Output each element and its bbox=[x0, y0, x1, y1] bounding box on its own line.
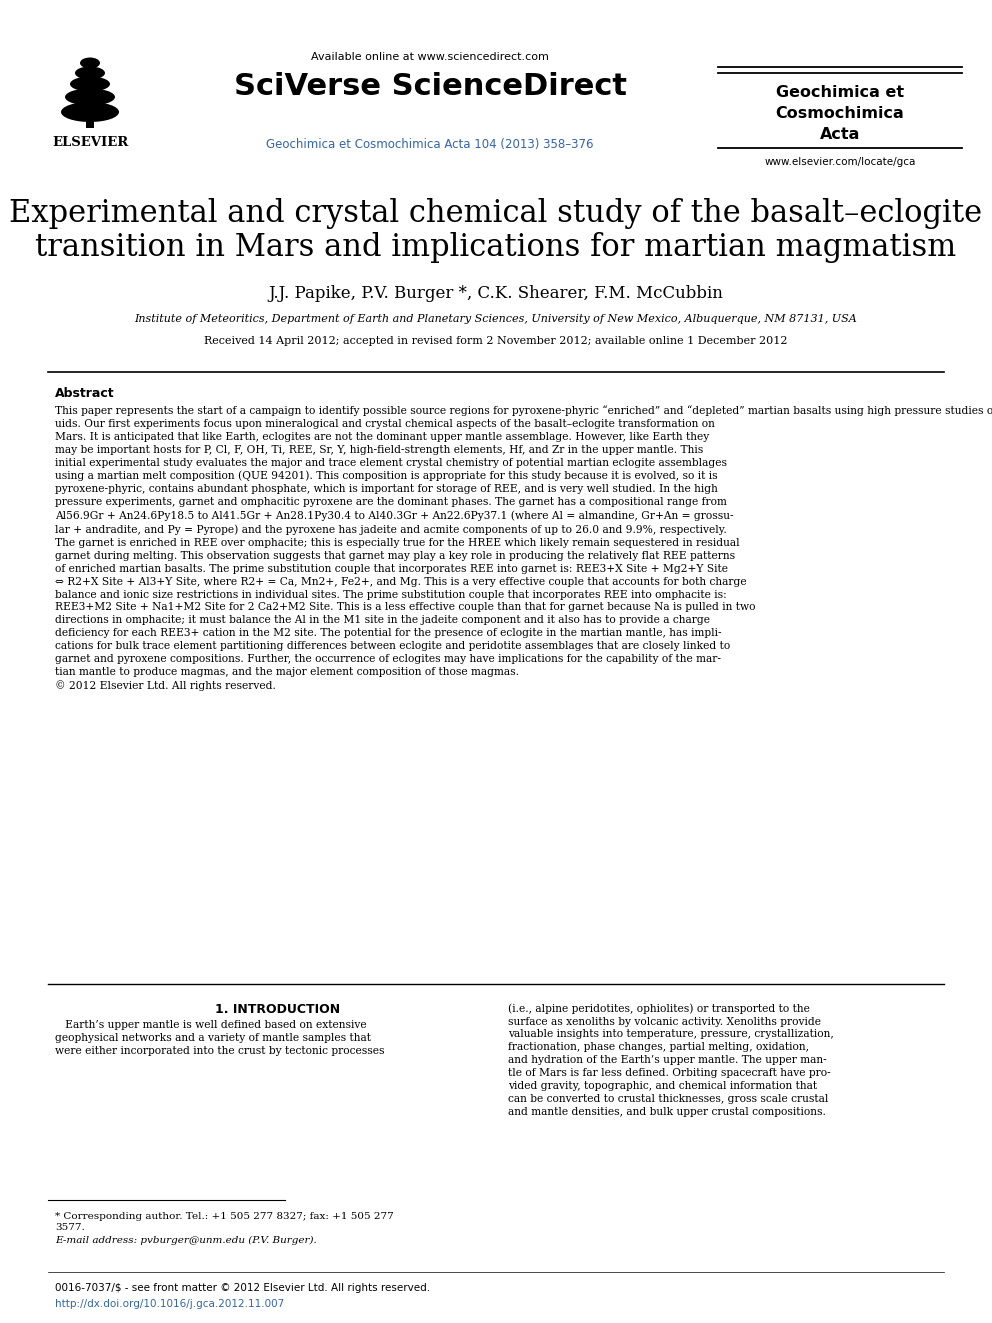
Text: Received 14 April 2012; accepted in revised form 2 November 2012; available onli: Received 14 April 2012; accepted in revi… bbox=[204, 336, 788, 347]
Text: 0016-7037/$ - see front matter © 2012 Elsevier Ltd. All rights reserved.: 0016-7037/$ - see front matter © 2012 El… bbox=[55, 1283, 431, 1293]
Text: SciVerse ScienceDirect: SciVerse ScienceDirect bbox=[233, 71, 627, 101]
Ellipse shape bbox=[61, 102, 119, 122]
Text: Geochimica et Cosmochimica Acta 104 (2013) 358–376: Geochimica et Cosmochimica Acta 104 (201… bbox=[266, 138, 594, 151]
Ellipse shape bbox=[80, 57, 100, 69]
Text: Available online at www.sciencedirect.com: Available online at www.sciencedirect.co… bbox=[311, 52, 549, 62]
Text: ELSEVIER: ELSEVIER bbox=[52, 136, 128, 149]
Text: * Corresponding author. Tel.: +1 505 277 8327; fax: +1 505 277
3577.: * Corresponding author. Tel.: +1 505 277… bbox=[55, 1212, 394, 1232]
Text: This paper represents the start of a campaign to identify possible source region: This paper represents the start of a cam… bbox=[55, 405, 992, 692]
Text: Abstract: Abstract bbox=[55, 388, 115, 400]
Ellipse shape bbox=[70, 77, 110, 91]
Text: 1. INTRODUCTION: 1. INTRODUCTION bbox=[215, 1003, 340, 1016]
Text: http://dx.doi.org/10.1016/j.gca.2012.11.007: http://dx.doi.org/10.1016/j.gca.2012.11.… bbox=[55, 1299, 285, 1308]
Ellipse shape bbox=[65, 89, 115, 106]
Text: Experimental and crystal chemical study of the basalt–eclogite: Experimental and crystal chemical study … bbox=[10, 198, 982, 229]
Text: E-mail address: pvburger@unm.edu (P.V. Burger).: E-mail address: pvburger@unm.edu (P.V. B… bbox=[55, 1236, 316, 1245]
Text: Geochimica et
Cosmochimica
Acta: Geochimica et Cosmochimica Acta bbox=[776, 85, 905, 142]
Text: www.elsevier.com/locate/gca: www.elsevier.com/locate/gca bbox=[764, 157, 916, 167]
Text: (i.e., alpine peridotites, ophiolites) or transported to the
surface as xenolith: (i.e., alpine peridotites, ophiolites) o… bbox=[508, 1003, 833, 1117]
Text: transition in Mars and implications for martian magmatism: transition in Mars and implications for … bbox=[36, 232, 956, 263]
Ellipse shape bbox=[75, 66, 105, 79]
Text: Earth’s upper mantle is well defined based on extensive
geophysical networks and: Earth’s upper mantle is well defined bas… bbox=[55, 1020, 385, 1056]
Bar bbox=[86, 112, 94, 128]
Text: J.J. Papike, P.V. Burger *, C.K. Shearer, F.M. McCubbin: J.J. Papike, P.V. Burger *, C.K. Shearer… bbox=[269, 284, 723, 302]
Text: Institute of Meteoritics, Department of Earth and Planetary Sciences, University: Institute of Meteoritics, Department of … bbox=[135, 314, 857, 324]
